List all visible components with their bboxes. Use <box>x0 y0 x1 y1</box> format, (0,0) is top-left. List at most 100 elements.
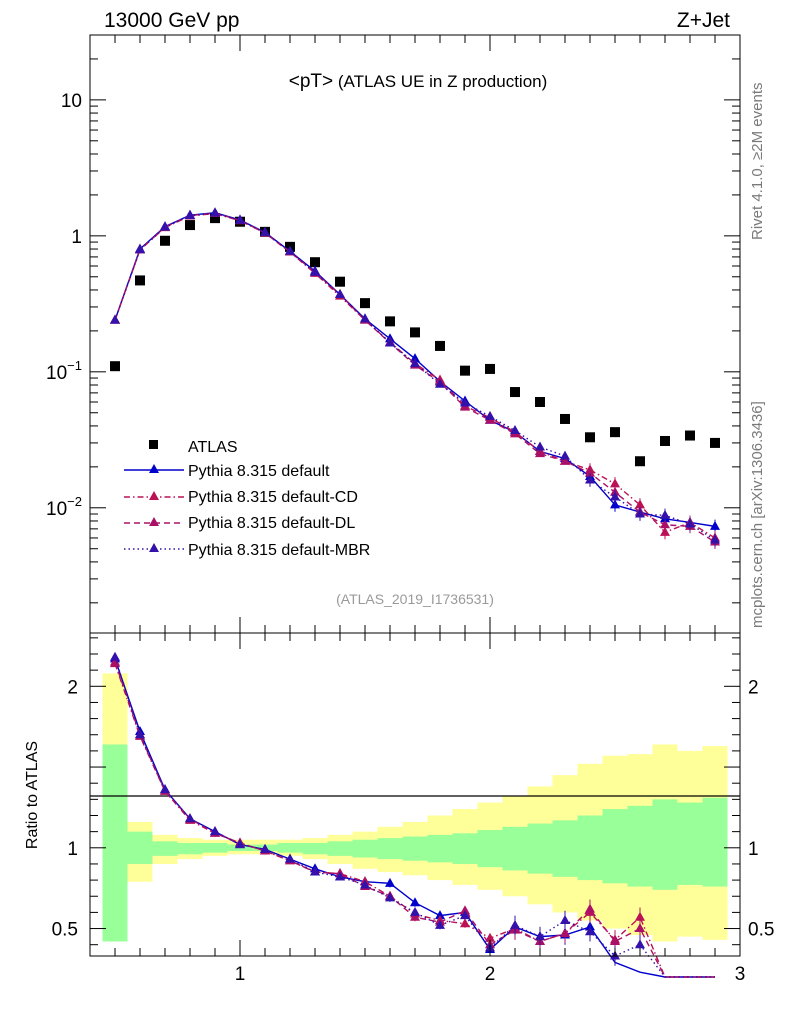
ratio-marker <box>510 919 520 929</box>
main-plot-title: <pT> (ATLAS UE in Z production) <box>289 71 548 92</box>
ratio-axis-ticks <box>90 633 741 956</box>
ratio-band-inner <box>152 841 178 856</box>
main-axis-ticks <box>90 34 741 633</box>
ratio-marker <box>210 826 220 836</box>
series-marker <box>560 450 570 460</box>
ratio-band-inner <box>652 799 678 890</box>
ratio-band-inner <box>377 838 403 860</box>
ratio-band-inner <box>627 805 653 887</box>
atlas-data-point <box>585 432 595 443</box>
series-marker <box>460 397 470 407</box>
ratio-marker <box>585 903 595 913</box>
ratio-band-inner <box>427 834 453 863</box>
ratio-band-inner <box>452 833 478 864</box>
ratio-marker <box>460 918 470 928</box>
series-marker <box>110 314 120 324</box>
ratio-band-inner <box>177 842 203 855</box>
series-marker <box>585 474 595 484</box>
ratio-marker <box>460 905 470 915</box>
series-marker <box>585 467 595 477</box>
ratio-marker <box>135 729 145 739</box>
header-right-title: Z+Jet <box>677 9 730 32</box>
x-tick-label: 3 <box>735 964 746 985</box>
main-y-tick-label: 10 <box>61 91 82 112</box>
atlas-data-point <box>610 427 620 438</box>
legend: ATLAS Pythia 8.315 default Pythia 8.315 … <box>124 439 370 559</box>
ratio-frame <box>89 632 741 957</box>
ratio-band-inner <box>127 831 153 864</box>
ratio-band-inner <box>527 823 553 874</box>
series-marker <box>285 245 295 255</box>
atlas-data-point <box>710 437 720 448</box>
main-y-tick-label: 10−2 <box>46 494 82 520</box>
series-marker <box>310 266 320 276</box>
ratio-marker <box>585 926 595 936</box>
ratio-marker <box>385 892 395 902</box>
ratio-band-inner <box>327 841 353 856</box>
ratio-panel: Ratio to ATLAS 0.5 1 2 0.5 1 2 1 2 3 <box>24 632 775 985</box>
ratio-marker <box>160 784 170 794</box>
ratio-marker <box>310 866 320 876</box>
ratio-marker <box>435 919 445 929</box>
ratio-marker <box>110 651 120 661</box>
series-marker <box>610 491 620 501</box>
rivet-version-label: Rivet 4.1.0, ≥2M events <box>749 83 766 240</box>
ratio-marker <box>635 939 645 949</box>
atlas-data-point <box>485 363 495 374</box>
x-tick-labels: 1 2 3 <box>235 964 746 985</box>
analysis-tag: (ATLAS_2019_I1736531) <box>336 591 494 607</box>
ratio-marker <box>610 935 620 945</box>
ratio-band-inner <box>302 842 328 855</box>
atlas-data-point <box>210 213 220 224</box>
ratio-uncertainty-bands <box>102 673 728 942</box>
ratio-y-tick-label-right: 1 <box>748 839 759 860</box>
series-marker <box>535 441 545 451</box>
atlas-data-point <box>335 276 345 287</box>
x-tick-label: 1 <box>235 964 246 985</box>
ratio-y-tick-label-left: 2 <box>67 677 78 698</box>
series-marker <box>135 244 145 254</box>
ratio-band-inner <box>677 802 703 885</box>
ratio-band-inner <box>577 815 603 881</box>
atlas-data-point <box>510 387 520 398</box>
ratio-marker <box>385 877 395 887</box>
series-marker <box>535 448 545 458</box>
ratio-marker <box>185 813 195 823</box>
ratio-marker <box>635 911 645 921</box>
series-marker <box>710 520 720 530</box>
ratio-y-axis-label: Ratio to ATLAS <box>24 741 41 849</box>
series-marker <box>660 519 670 529</box>
ratio-marker <box>410 897 420 907</box>
series-marker <box>610 499 620 509</box>
legend-marker-atlas <box>149 440 158 449</box>
series-marker <box>685 518 695 528</box>
ratio-marker <box>360 879 370 889</box>
series-marker <box>385 337 395 347</box>
ratio-band-inner <box>402 836 428 861</box>
ratio-band-inner <box>102 744 128 942</box>
ratio-marker <box>435 910 445 920</box>
main-panel: <pT> (ATLAS UE in Z production) (ATLAS_2… <box>46 34 741 634</box>
atlas-data-point <box>110 361 120 372</box>
series-marker <box>635 499 645 509</box>
legend-label-dl: Pythia 8.315 default-DL <box>188 515 355 532</box>
atlas-data-point <box>135 275 145 286</box>
series-marker <box>160 221 170 231</box>
series-marker <box>410 353 420 363</box>
ratio-marker <box>260 843 270 853</box>
legend-label-cd: Pythia 8.315 default-CD <box>188 489 358 506</box>
ratio-marker <box>110 656 120 666</box>
ratio-y-tick-label-right: 0.5 <box>748 920 774 941</box>
ratio-band-inner <box>202 842 228 853</box>
ratio-band-inner <box>702 797 728 887</box>
legend-label-atlas: ATLAS <box>188 439 238 456</box>
series-marker <box>485 410 495 420</box>
ratio-band-inner <box>277 842 303 853</box>
series-marker <box>335 289 345 299</box>
header-left-title: 13000 GeV pp <box>104 9 239 32</box>
series-marker <box>635 508 645 518</box>
atlas-data-point <box>685 430 695 441</box>
series-marker <box>610 478 620 488</box>
legend-label-default: Pythia 8.315 default <box>188 463 330 480</box>
ratio-y-tick-labels: 0.5 1 2 0.5 1 2 <box>52 677 775 940</box>
